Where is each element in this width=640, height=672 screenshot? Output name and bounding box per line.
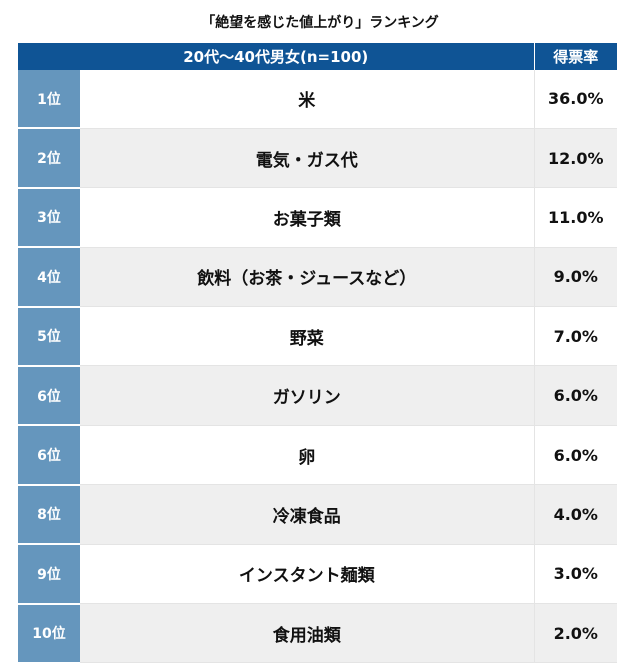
- table-row: 3位 お菓子類 11.0%: [18, 187, 617, 249]
- rate-cell: 11.0%: [534, 187, 617, 248]
- rank-cell: 4位: [18, 247, 80, 308]
- rate-cell: 9.0%: [534, 247, 617, 308]
- item-cell: ガソリン: [80, 365, 535, 426]
- table-header: 20代〜40代男女(n=100) 得票率: [18, 43, 617, 70]
- item-cell: 電気・ガス代: [80, 128, 535, 189]
- rank-cell: 10位: [18, 603, 80, 664]
- rank-cell: 9位: [18, 544, 80, 605]
- table-row: 5位 野菜 7.0%: [18, 306, 617, 367]
- rate-cell: 6.0%: [534, 365, 617, 426]
- rank-cell: 6位: [18, 425, 80, 486]
- table-row: 9位 インスタント麺類 3.0%: [18, 544, 617, 605]
- rate-cell: 6.0%: [534, 425, 617, 486]
- table-row: 10位 食用油類 2.0%: [18, 603, 617, 664]
- rate-cell: 2.0%: [534, 603, 617, 664]
- rate-cell: 12.0%: [534, 128, 617, 189]
- table-row: 6位 ガソリン 6.0%: [18, 365, 617, 427]
- header-group: 20代〜40代男女(n=100): [18, 43, 535, 70]
- rank-cell: 3位: [18, 187, 80, 249]
- item-cell: 冷凍食品: [80, 484, 535, 545]
- item-cell: 飲料（お茶・ジュースなど）: [80, 247, 535, 308]
- page-title: 「絶望を感じた値上がり」ランキング: [201, 15, 439, 31]
- item-cell: 米: [80, 70, 535, 129]
- table-row: 2位 電気・ガス代 12.0%: [18, 128, 617, 189]
- rate-cell: 3.0%: [534, 544, 617, 605]
- item-cell: お菓子類: [80, 187, 535, 248]
- item-cell: 食用油類: [80, 603, 535, 664]
- rank-cell: 5位: [18, 306, 80, 367]
- item-cell: インスタント麺類: [80, 544, 535, 605]
- item-cell: 野菜: [80, 306, 535, 367]
- table-row: 1位米 36.0%: [18, 70, 617, 130]
- ranking-table: 20代〜40代男女(n=100) 得票率 1位米 36.0% 2位 電気・ガス代 12.…: [18, 43, 617, 664]
- rank-cell: 2位: [18, 128, 80, 189]
- item-cell: 卵: [80, 425, 535, 486]
- rank-cell: 6位: [18, 365, 80, 427]
- rate-cell: 4.0%: [534, 484, 617, 545]
- header-rate: 得票率: [534, 43, 617, 70]
- rate-cell: 36.0%: [534, 70, 617, 129]
- rate-cell: 7.0%: [534, 306, 617, 367]
- table-row: 8位 冷凍食品 4.0%: [18, 484, 617, 546]
- table-row: 4位 飲料（お茶・ジュースなど） 9.0%: [18, 247, 617, 308]
- rank-cell: 1位: [18, 70, 80, 130]
- table-row: 6位卵 6.0%: [18, 425, 617, 486]
- rank-cell: 8位: [18, 484, 80, 546]
